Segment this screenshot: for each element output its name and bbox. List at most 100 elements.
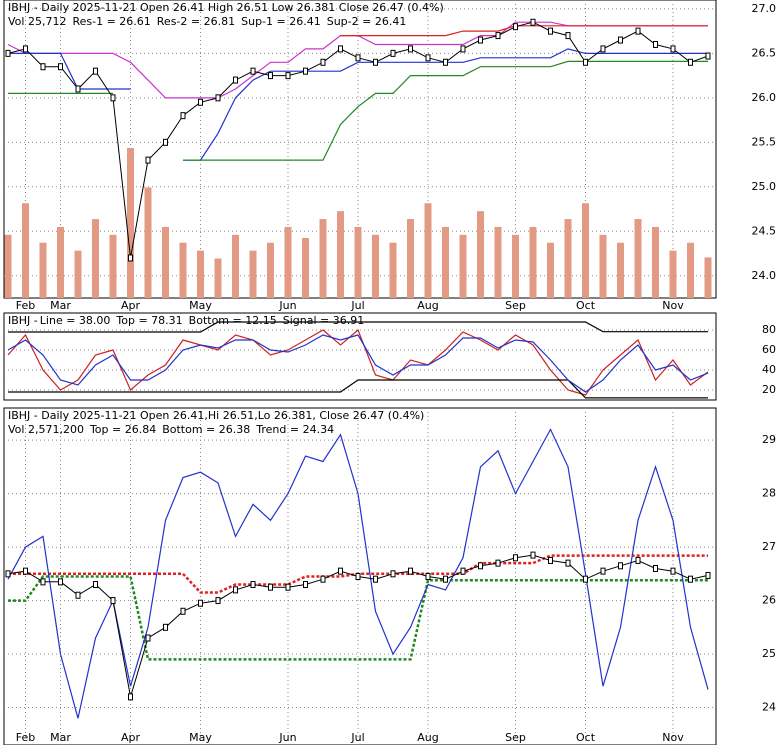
price-mark bbox=[513, 23, 518, 31]
volume-bar bbox=[652, 226, 659, 298]
price-mark bbox=[583, 58, 588, 66]
volume-bar bbox=[109, 234, 117, 298]
volume-bar bbox=[424, 203, 432, 298]
price-mark bbox=[670, 45, 676, 53]
price-mark bbox=[425, 573, 431, 580]
price-mark bbox=[478, 36, 483, 44]
legend-label: Bottom = 26.38 bbox=[162, 423, 250, 436]
y-tick-label: 24 bbox=[762, 701, 776, 714]
y-tick-label: 25.0 bbox=[752, 180, 777, 193]
price-mark bbox=[215, 597, 221, 605]
price-mark bbox=[373, 575, 378, 583]
x-tick-label: Jun bbox=[278, 731, 296, 744]
x-tick-label: Sep bbox=[505, 731, 526, 744]
price-mark bbox=[443, 575, 448, 583]
volume-bar bbox=[354, 226, 362, 298]
price-mark bbox=[355, 54, 361, 62]
y-tick-label: 25.5 bbox=[752, 135, 777, 148]
volume-bar bbox=[22, 203, 29, 298]
price-mark bbox=[180, 112, 186, 120]
price-mark bbox=[75, 591, 81, 599]
price-mark bbox=[58, 63, 63, 71]
legend-label: Res-2 = 26.81 bbox=[157, 15, 235, 28]
volume-bar bbox=[634, 219, 642, 298]
price-mark bbox=[565, 32, 571, 40]
volume-bar bbox=[92, 219, 99, 298]
price-mark bbox=[530, 551, 536, 559]
price-mark bbox=[285, 72, 291, 80]
y-tick-label: 26.0 bbox=[752, 91, 777, 104]
volume-bar bbox=[442, 226, 449, 298]
series-line bbox=[7, 428, 709, 719]
chart-title: IBHJ - Daily 2025-11-21 Open 26.41 High … bbox=[8, 1, 444, 14]
price-mark bbox=[390, 570, 396, 578]
price-mark bbox=[338, 567, 343, 575]
volume-bar bbox=[547, 242, 554, 298]
price-mark bbox=[670, 567, 676, 575]
price-mark bbox=[23, 45, 28, 53]
price-mark bbox=[600, 45, 606, 53]
volume-bar bbox=[302, 238, 309, 298]
series-line bbox=[8, 321, 708, 333]
volume-bar bbox=[564, 219, 572, 298]
price-mark bbox=[635, 27, 641, 35]
volume-bar bbox=[389, 242, 397, 298]
price-mark bbox=[688, 58, 693, 66]
series-line bbox=[340, 25, 708, 37]
price-mark bbox=[548, 27, 553, 35]
price-mark bbox=[180, 607, 186, 615]
price-mark bbox=[653, 564, 658, 572]
panel-frame bbox=[3, 407, 717, 745]
chart-title: IBHJ - bbox=[8, 314, 38, 327]
series-line bbox=[8, 60, 708, 161]
legend-label: Line = 38.00 bbox=[40, 314, 111, 327]
price-mark bbox=[303, 67, 308, 75]
price-mark bbox=[460, 567, 466, 575]
volume-bar bbox=[284, 226, 292, 298]
volume-bar bbox=[494, 226, 502, 298]
volume-bar bbox=[582, 203, 589, 298]
price-mark bbox=[408, 45, 413, 53]
x-tick-label: Apr bbox=[121, 731, 141, 744]
y-tick-label: 25 bbox=[762, 647, 776, 660]
volume-bar bbox=[214, 258, 222, 298]
price-mark bbox=[618, 562, 623, 570]
volume-bar bbox=[267, 242, 274, 298]
volume-bar bbox=[477, 211, 484, 298]
price-mark bbox=[268, 72, 273, 80]
price-mark bbox=[250, 581, 256, 589]
y-tick-label: 20 bbox=[762, 383, 776, 396]
legend-label: Top = 78.31 bbox=[115, 314, 182, 327]
price-mark bbox=[390, 49, 396, 57]
volume-bar bbox=[57, 226, 64, 298]
price-mark bbox=[320, 58, 326, 66]
volume-bar bbox=[459, 234, 467, 298]
price-mark bbox=[145, 634, 151, 642]
x-tick-label: Feb bbox=[16, 731, 35, 744]
volume-bar bbox=[337, 211, 344, 298]
price-mark bbox=[513, 554, 518, 562]
price-mark bbox=[163, 138, 168, 146]
price-mark bbox=[320, 575, 326, 583]
series-line bbox=[7, 328, 709, 396]
y-tick-label: 26.5 bbox=[752, 46, 777, 59]
volume-bar bbox=[144, 187, 152, 298]
y-tick-label: 27.0 bbox=[752, 2, 777, 15]
price-mark bbox=[338, 45, 343, 53]
volume-bar bbox=[74, 250, 82, 298]
price-mark bbox=[548, 556, 553, 564]
x-tick-label: Nov bbox=[662, 731, 684, 744]
volume-bar bbox=[179, 242, 187, 298]
x-tick-label: Jun bbox=[278, 299, 296, 312]
x-tick-label: Mar bbox=[50, 731, 71, 744]
price-mark bbox=[268, 583, 273, 591]
price-mark bbox=[23, 567, 28, 575]
price-mark bbox=[58, 578, 63, 586]
x-tick-label: Oct bbox=[576, 299, 596, 312]
volume-bar bbox=[127, 148, 134, 298]
legend-label: Res-1 = 26.61 bbox=[72, 15, 150, 28]
price-mark bbox=[198, 599, 203, 607]
legend-label: Sup-1 = 26.41 bbox=[241, 15, 321, 28]
price-mark bbox=[355, 573, 361, 580]
